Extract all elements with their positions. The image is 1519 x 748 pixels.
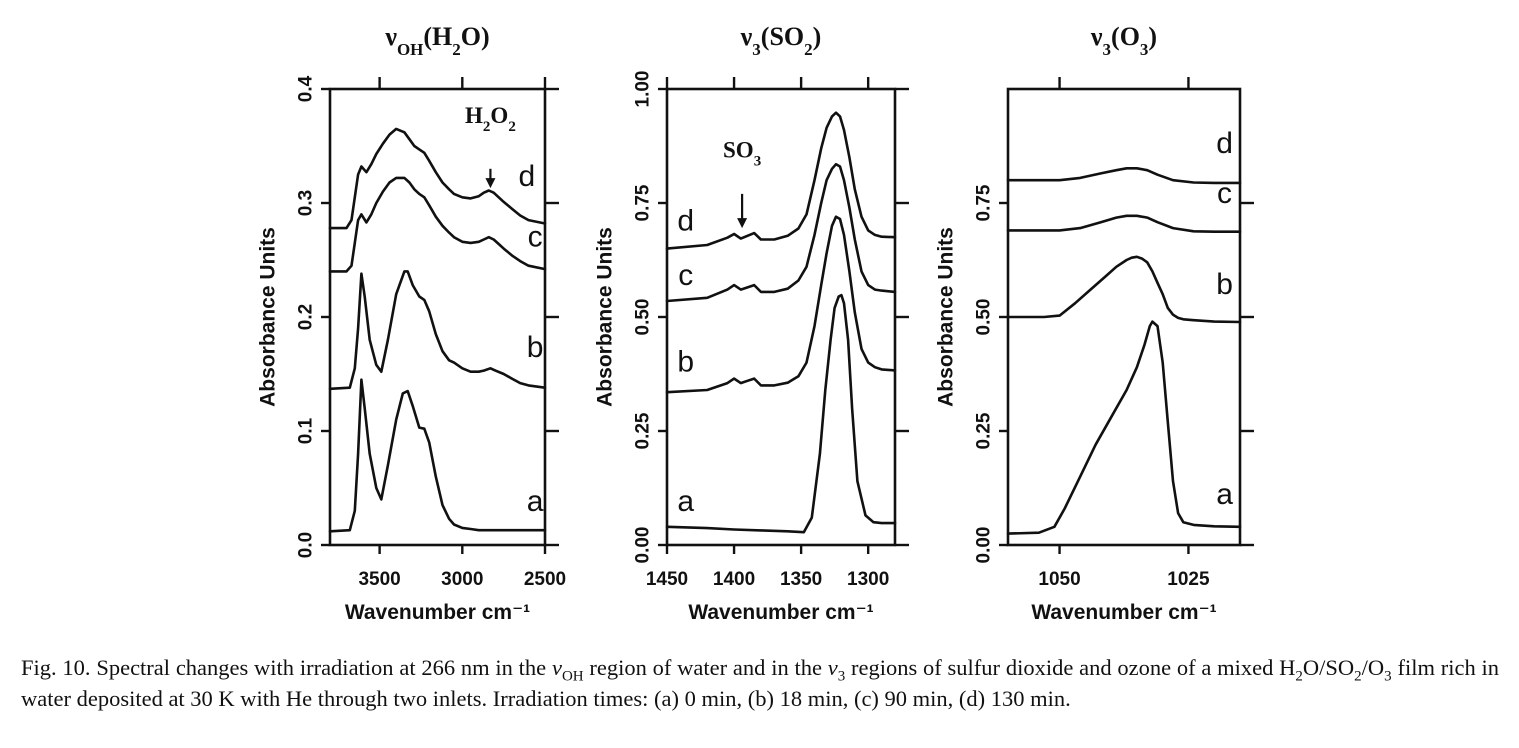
y-tick-label: 0.0 xyxy=(296,532,317,558)
y-tick-label: 0.3 xyxy=(296,190,317,216)
curve-label-a: a xyxy=(677,485,694,518)
y-tick-label: 0.1 xyxy=(296,417,317,444)
y-axis-title: Absorbance Units xyxy=(594,227,617,407)
caption-text: Fig. 10. Spectral changes with irradiati… xyxy=(21,655,552,680)
curve-label-a: a xyxy=(527,485,544,518)
caption-subscript: OH xyxy=(561,668,584,685)
x-axis-title: Wavenumber cm⁻¹ xyxy=(1031,601,1216,624)
curve-label-c: c xyxy=(528,220,543,253)
caption-subscript: 2 xyxy=(1295,668,1303,685)
curve-label-b: b xyxy=(527,331,544,364)
caption-symbol: ν xyxy=(827,655,838,680)
y-tick-label: 0.4 xyxy=(296,75,317,102)
spectrum-curve-d xyxy=(665,111,897,250)
x-tick-label: 1025 xyxy=(1167,569,1210,590)
y-tick-label: 1.00 xyxy=(633,71,654,108)
y-tick-label: 0.00 xyxy=(974,527,995,564)
peak-annotation: H2O2 xyxy=(465,103,516,135)
annotation-arrowhead xyxy=(737,218,748,229)
x-tick-label: 2500 xyxy=(524,569,566,590)
curve-label-c: c xyxy=(678,259,693,292)
spectrum-curve-c xyxy=(328,176,547,273)
y-tick-label: 0.00 xyxy=(633,527,654,564)
curve-label-a: a xyxy=(1216,478,1233,511)
x-tick-label: 1350 xyxy=(780,569,822,590)
plot-frame xyxy=(328,87,547,547)
x-tick-label: 3000 xyxy=(441,569,483,590)
y-tick-label: 0.50 xyxy=(633,299,654,336)
y-tick-label: 0.50 xyxy=(974,299,995,336)
figure-caption: Fig. 10. Spectral changes with irradiati… xyxy=(21,652,1499,714)
spectrum-curve-a xyxy=(1006,320,1242,535)
spectrum-curve-b xyxy=(1006,255,1242,324)
spectrum-curve-b xyxy=(328,270,547,391)
y-tick-label: 0.25 xyxy=(974,412,995,449)
panel-title: ν3(O3) xyxy=(1090,22,1157,59)
curve-label-c: c xyxy=(1217,177,1232,210)
spectrum-curve-d xyxy=(1006,167,1242,185)
spectrum-curve-a xyxy=(665,293,897,534)
caption-text: regions of sulfur dioxide and ozone of a… xyxy=(845,655,1296,680)
spectrum-curve-a xyxy=(328,378,547,533)
plot-frame xyxy=(665,87,897,547)
x-tick-label: 1450 xyxy=(646,569,688,590)
y-axis-title: Absorbance Units xyxy=(257,227,280,407)
caption-subscript: 2 xyxy=(1354,668,1362,685)
curve-label-b: b xyxy=(677,346,694,379)
panel-title: ν3(SO2) xyxy=(740,22,822,59)
curve-label-d: d xyxy=(1216,127,1233,160)
x-tick-label: 3500 xyxy=(358,569,400,590)
caption-subscript: 3 xyxy=(1384,668,1392,685)
panel-water-oh: νOH(H2O) 3500 3000 2500 0.0 0.1 0.2 0.3 0.4 Waven… xyxy=(257,22,567,624)
spectrum-curve-b xyxy=(665,215,897,394)
spectrum-curve-c xyxy=(1006,214,1242,233)
y-axis-title: Absorbance Units xyxy=(935,227,958,407)
y-tick-label: 0.75 xyxy=(633,184,654,221)
y-tick-label: 0.75 xyxy=(974,184,995,221)
caption-text: film rich in water deposited at 30 K wit… xyxy=(21,655,1499,711)
caption-text: /O xyxy=(1361,655,1385,680)
panel-o3: ν3(O3) 1050 1025 0.00 0.25 0.50 0.75 Wavenumber… xyxy=(935,22,1254,624)
caption-text: region of water and in the xyxy=(583,655,828,680)
y-tick-label: 0.2 xyxy=(296,304,317,330)
curve-label-d: d xyxy=(518,160,535,193)
y-tick-label: 0.25 xyxy=(633,412,654,449)
caption-subscript: 3 xyxy=(837,668,846,685)
spectra-figure: νOH(H2O) 3500 3000 2500 0.0 0.1 0.2 0.3 0.4 Waven… xyxy=(257,22,1254,624)
caption-symbol: ν xyxy=(551,655,562,680)
x-tick-label: 1300 xyxy=(847,569,889,590)
curve-label-d: d xyxy=(677,204,694,237)
panel-so2: ν3(SO2) 1450 1400 1350 1300 0.00 0.25 0.50 0.75 1… xyxy=(594,22,909,624)
x-axis-title: Wavenumber cm⁻¹ xyxy=(345,601,530,624)
annotation-arrowhead xyxy=(485,178,496,189)
spectrum-curve-d xyxy=(328,127,547,230)
spectrum-curve-c xyxy=(665,162,897,303)
panel-title: νOH(H2O) xyxy=(384,22,489,59)
x-axis-title: Wavenumber cm⁻¹ xyxy=(688,601,873,624)
x-tick-label: 1400 xyxy=(713,569,755,590)
curve-label-b: b xyxy=(1216,268,1233,301)
x-tick-label: 1050 xyxy=(1038,569,1080,590)
peak-annotation: SO3 xyxy=(723,137,761,169)
caption-text: O/SO xyxy=(1302,655,1355,680)
